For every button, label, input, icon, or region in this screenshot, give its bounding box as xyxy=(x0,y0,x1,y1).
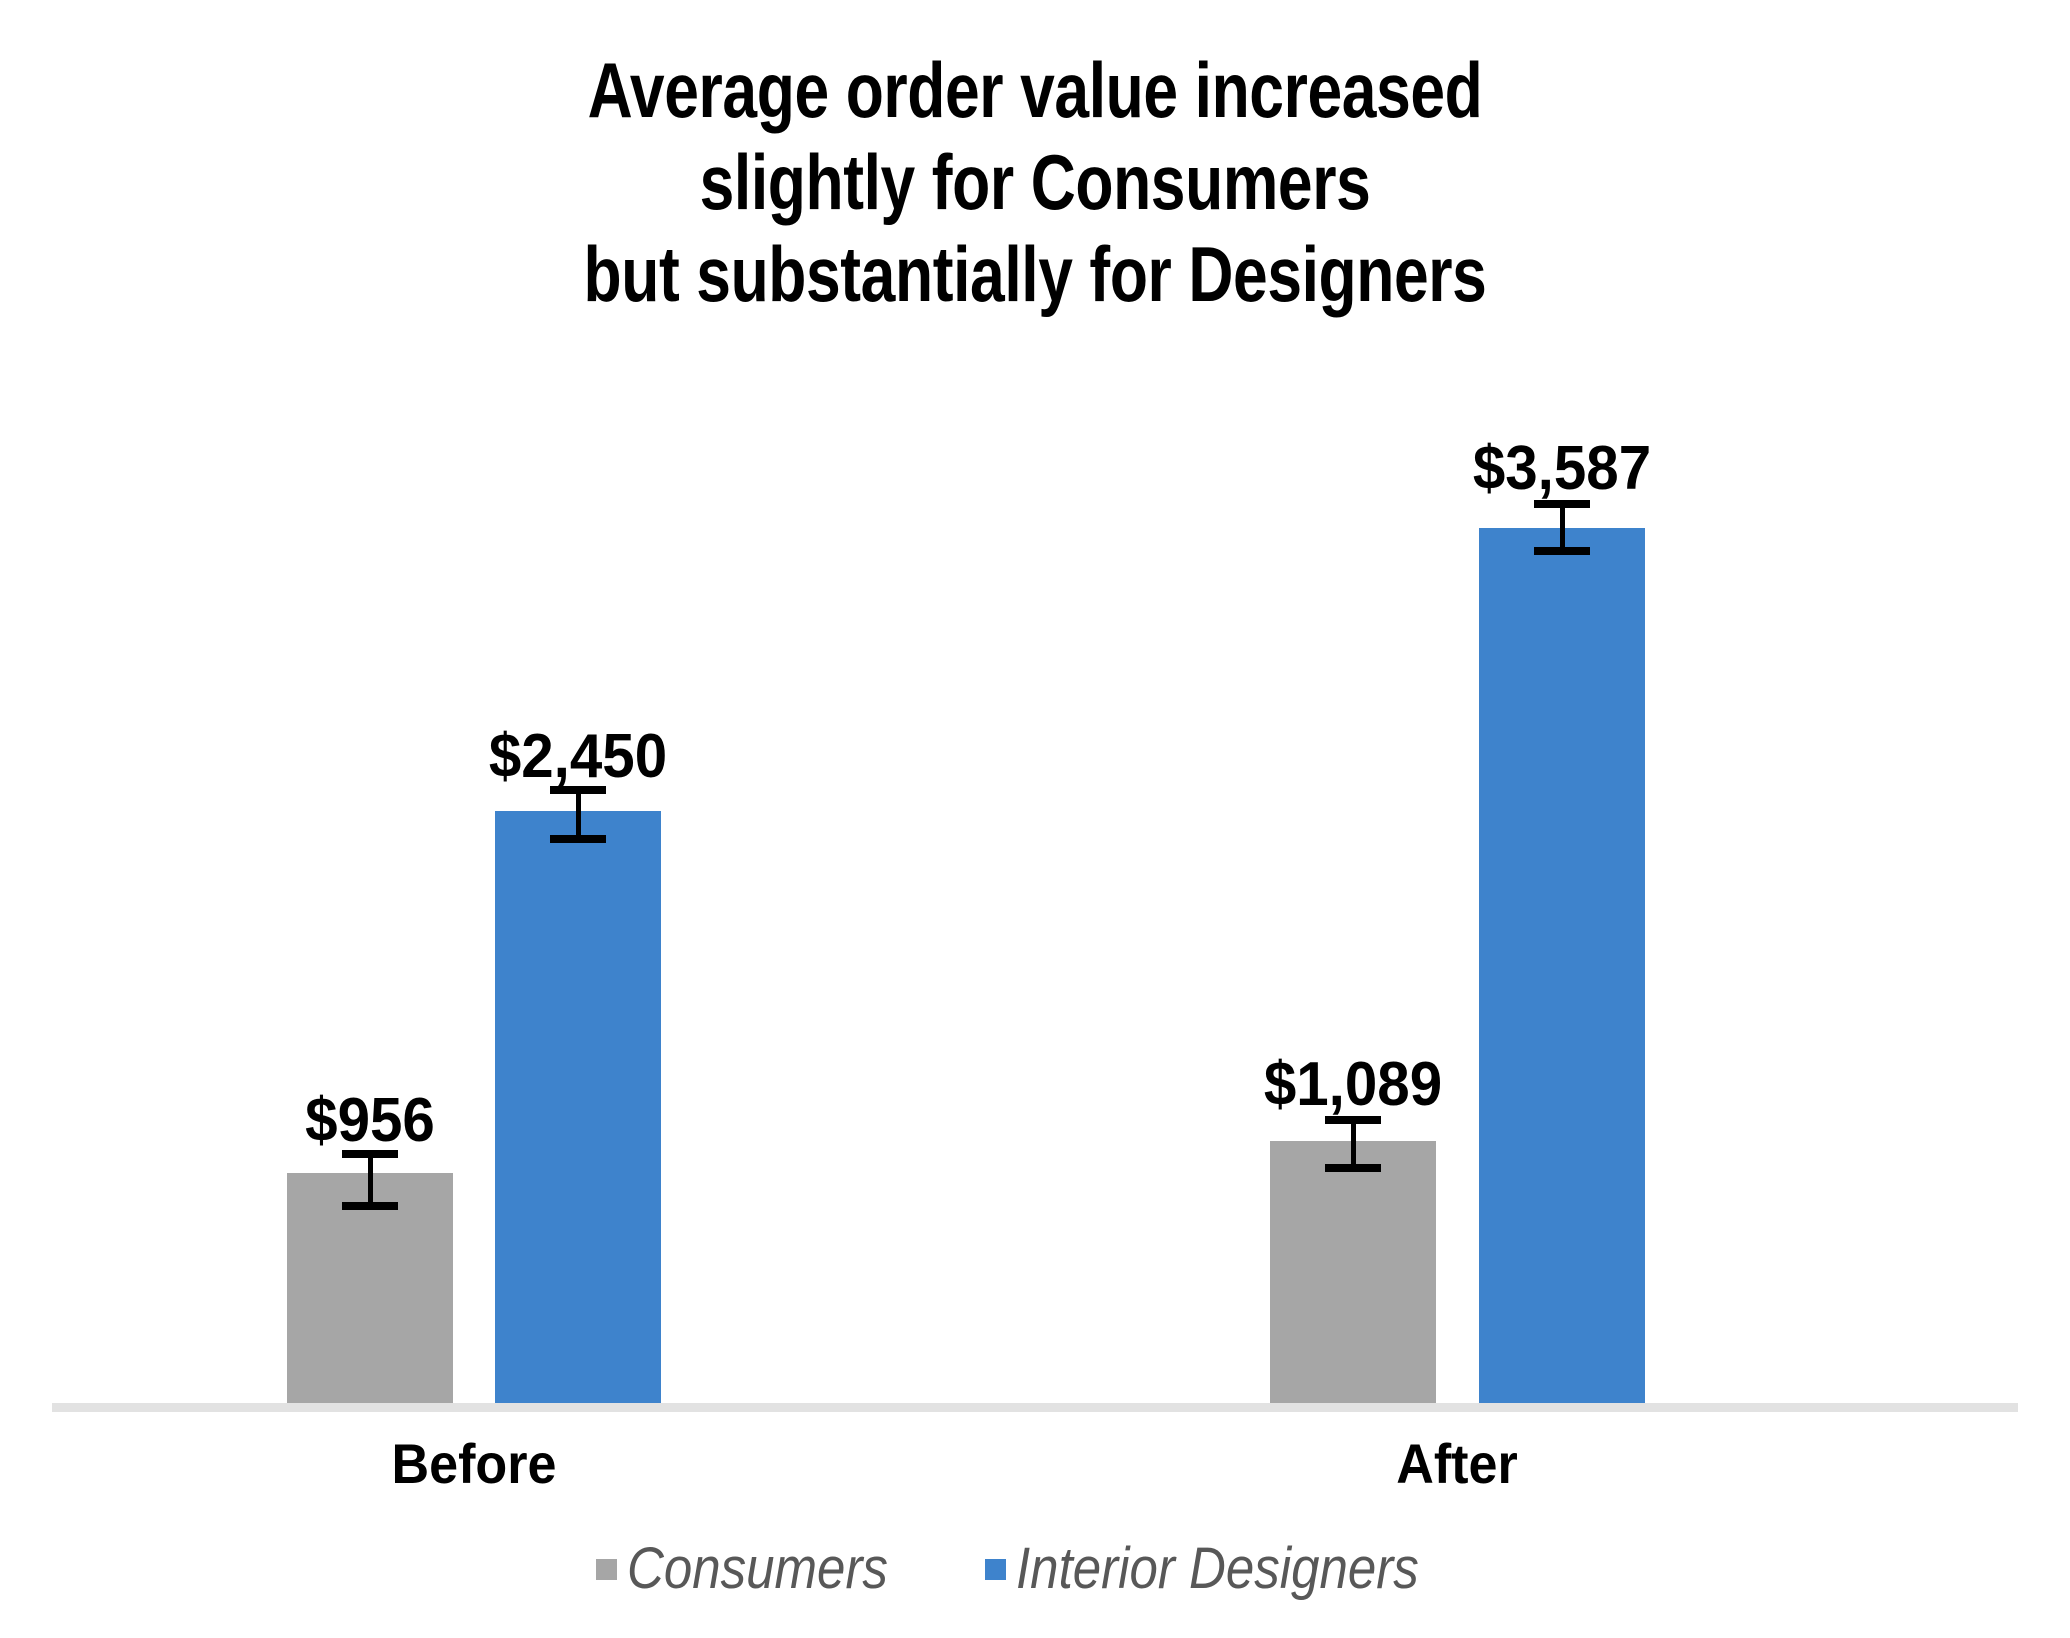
legend-item-designers[interactable]: Interior Designers xyxy=(985,1538,1474,1600)
chart-legend: Consumers Interior Designers xyxy=(0,1538,2070,1600)
error-bar-cap-top xyxy=(1325,1116,1381,1124)
legend-swatch-icon-designers xyxy=(985,1558,1007,1580)
error-bar-cap-top xyxy=(1534,500,1590,508)
bar-after-designers[interactable] xyxy=(1479,528,1645,1403)
category-label-after: After xyxy=(1396,1432,1518,1495)
data-label-after-consumers: $1,089 xyxy=(1263,1050,1443,1119)
chart-title: Average order value increased slightly f… xyxy=(583,46,1487,318)
error-bar-cap-top xyxy=(342,1150,398,1158)
error-bar-cap-bottom xyxy=(1534,547,1590,555)
data-label-after-designers: $3,587 xyxy=(1472,434,1652,503)
legend-label-designers: Interior Designers xyxy=(1016,1536,1420,1601)
data-label-before-designers: $2,450 xyxy=(488,722,668,791)
legend-swatch-icon-consumers xyxy=(595,1558,617,1580)
error-bar-stem xyxy=(368,1150,373,1210)
error-bar-stem xyxy=(1351,1116,1356,1172)
error-bar-cap-bottom xyxy=(1325,1164,1381,1172)
error-bar-stem xyxy=(1560,500,1565,555)
error-bar-cap-top xyxy=(550,786,606,794)
legend-item-consumers[interactable]: Consumers xyxy=(595,1536,924,1601)
data-label-before-consumers: $956 xyxy=(305,1086,435,1155)
error-bar-stem xyxy=(576,786,581,843)
bar-after-consumers[interactable] xyxy=(1270,1141,1436,1403)
category-label-before: Before xyxy=(391,1432,557,1495)
bar-before-designers[interactable] xyxy=(495,811,661,1403)
category-axis-line xyxy=(52,1403,2018,1412)
error-bar-cap-bottom xyxy=(550,835,606,843)
bar-before-consumers[interactable] xyxy=(287,1173,453,1403)
error-bar-cap-bottom xyxy=(342,1202,398,1210)
legend-label-consumers: Consumers xyxy=(626,1536,888,1601)
